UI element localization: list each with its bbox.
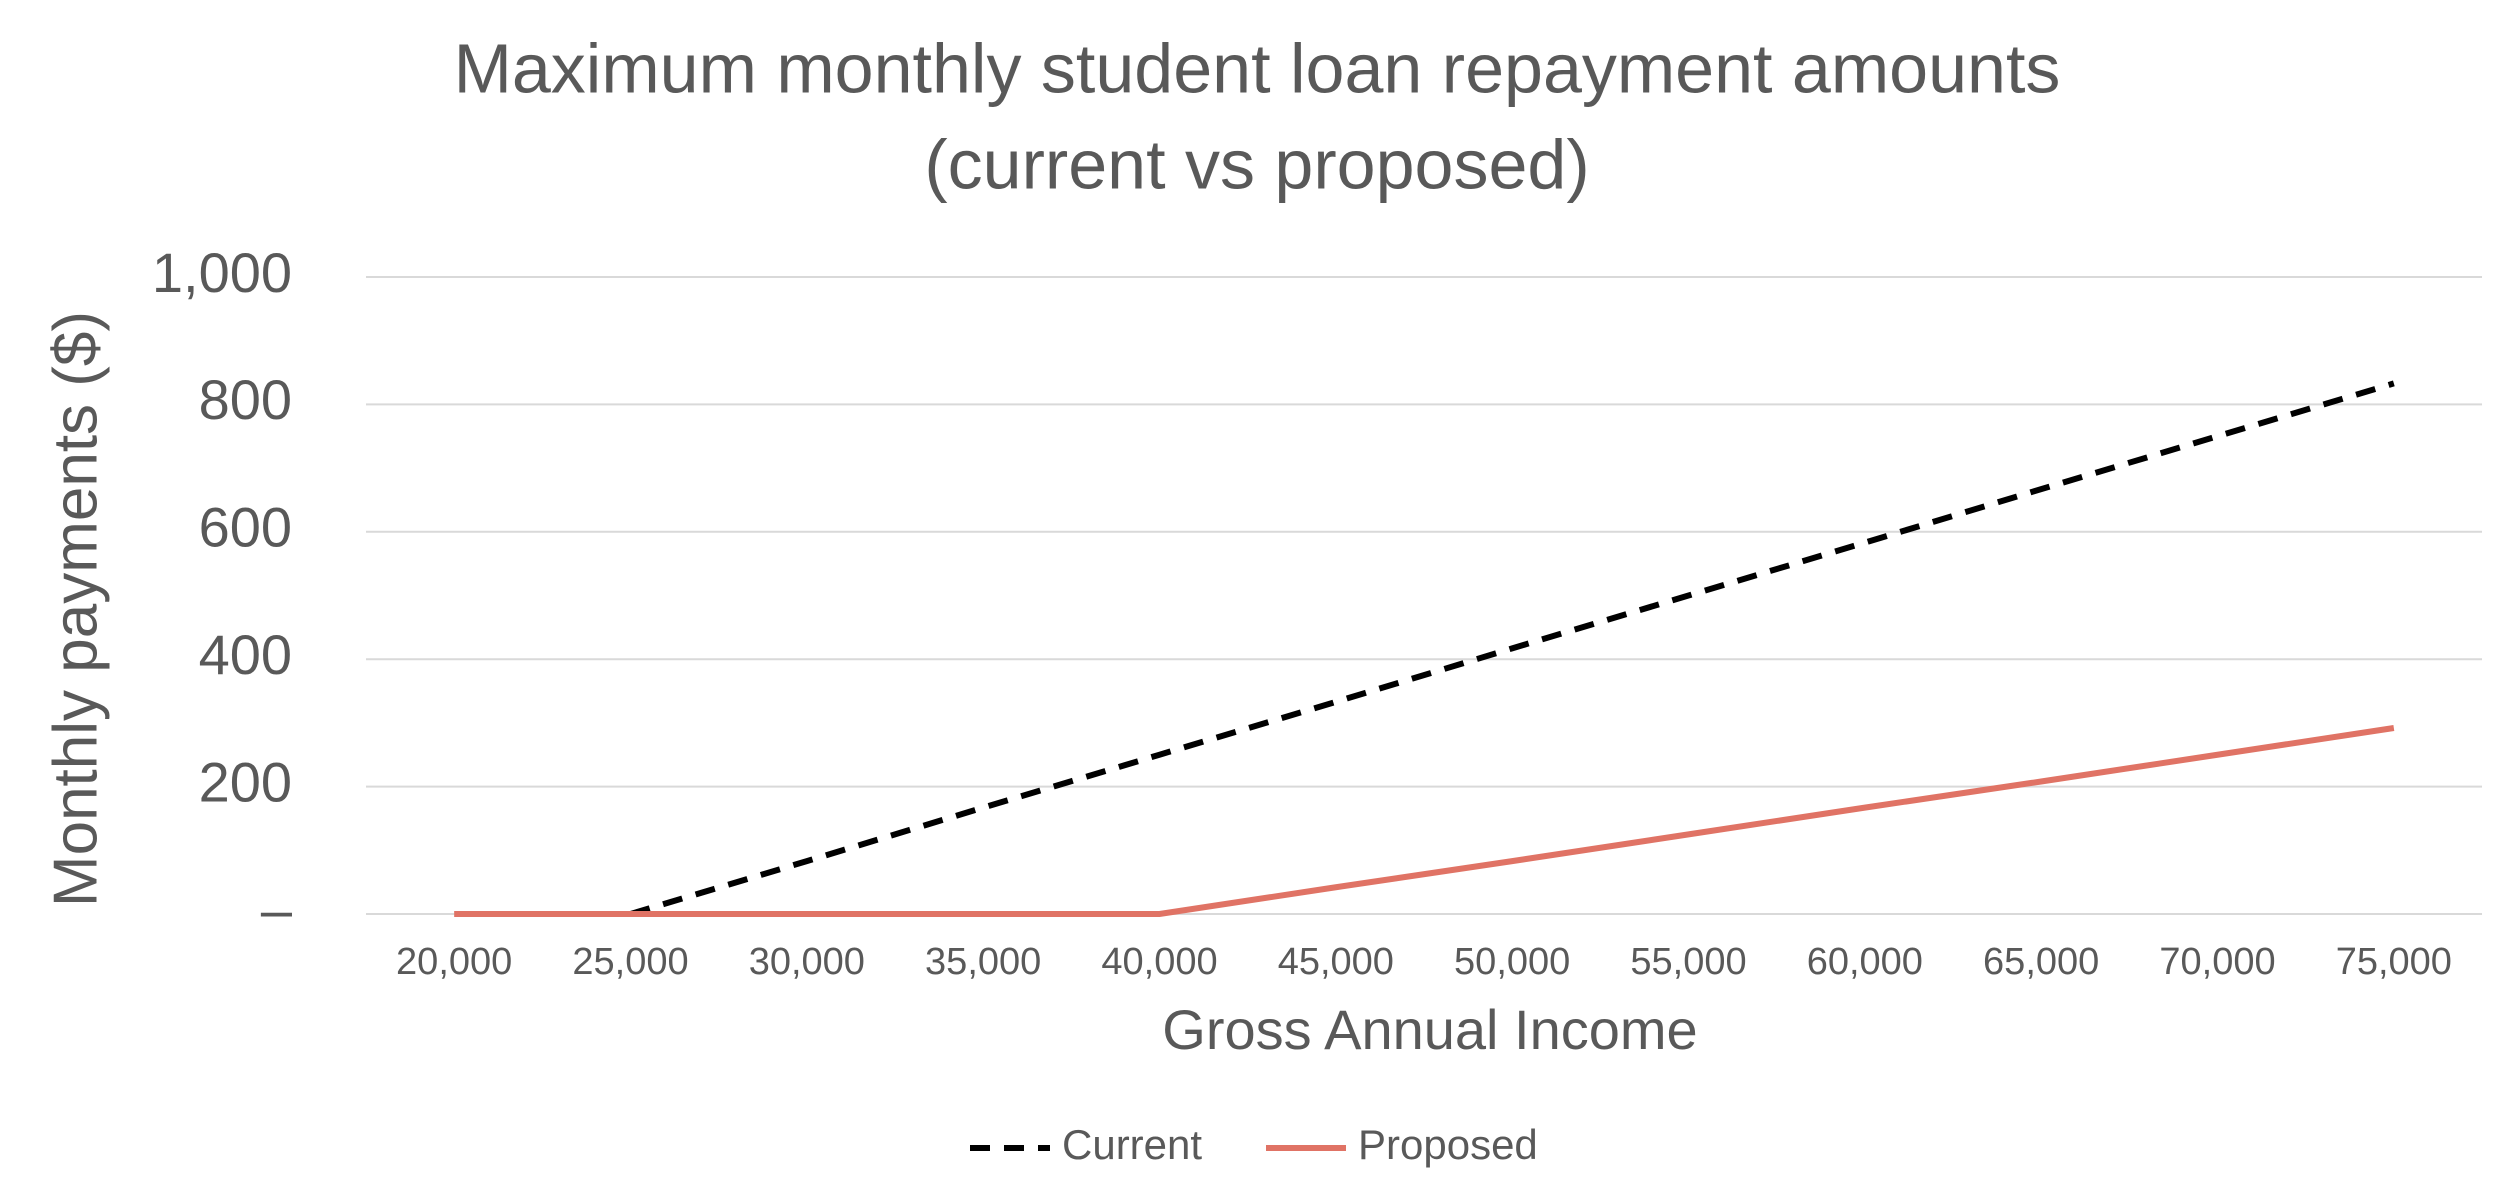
- x-tick-label: 45,000: [1278, 941, 1394, 983]
- legend-label: Current: [1062, 1121, 1202, 1168]
- x-tick-label: 25,000: [572, 941, 688, 983]
- x-axis-title: Gross Annual Income: [1162, 998, 1697, 1061]
- x-tick-label: 50,000: [1454, 941, 1570, 983]
- chart-title: Maximum monthly student loan repayment a…: [454, 29, 2061, 107]
- y-tick-label: 600: [199, 496, 292, 559]
- y-tick-label: 1,000: [152, 241, 292, 304]
- x-tick-label: 40,000: [1101, 941, 1217, 983]
- x-tick-label: 65,000: [1983, 941, 2099, 983]
- y-axis-title: Monthly payments ($): [41, 311, 110, 907]
- x-tick-label: 75,000: [2336, 941, 2452, 983]
- chart-title: (current vs proposed): [924, 125, 1589, 203]
- y-tick-label: 200: [199, 750, 292, 813]
- legend-label: Proposed: [1358, 1121, 1538, 1168]
- x-tick-label: 70,000: [2159, 941, 2275, 983]
- x-tick-label: 30,000: [749, 941, 865, 983]
- x-tick-label: 35,000: [925, 941, 1041, 983]
- x-tick-label: 20,000: [396, 941, 512, 983]
- x-tick-label: 60,000: [1807, 941, 1923, 983]
- y-tick-label: 800: [199, 368, 292, 431]
- x-tick-label: 55,000: [1630, 941, 1746, 983]
- y-tick-label: 400: [199, 623, 292, 686]
- series-line: [629, 380, 2395, 917]
- y-tick-label: –: [261, 878, 293, 941]
- series-line: [454, 725, 2395, 917]
